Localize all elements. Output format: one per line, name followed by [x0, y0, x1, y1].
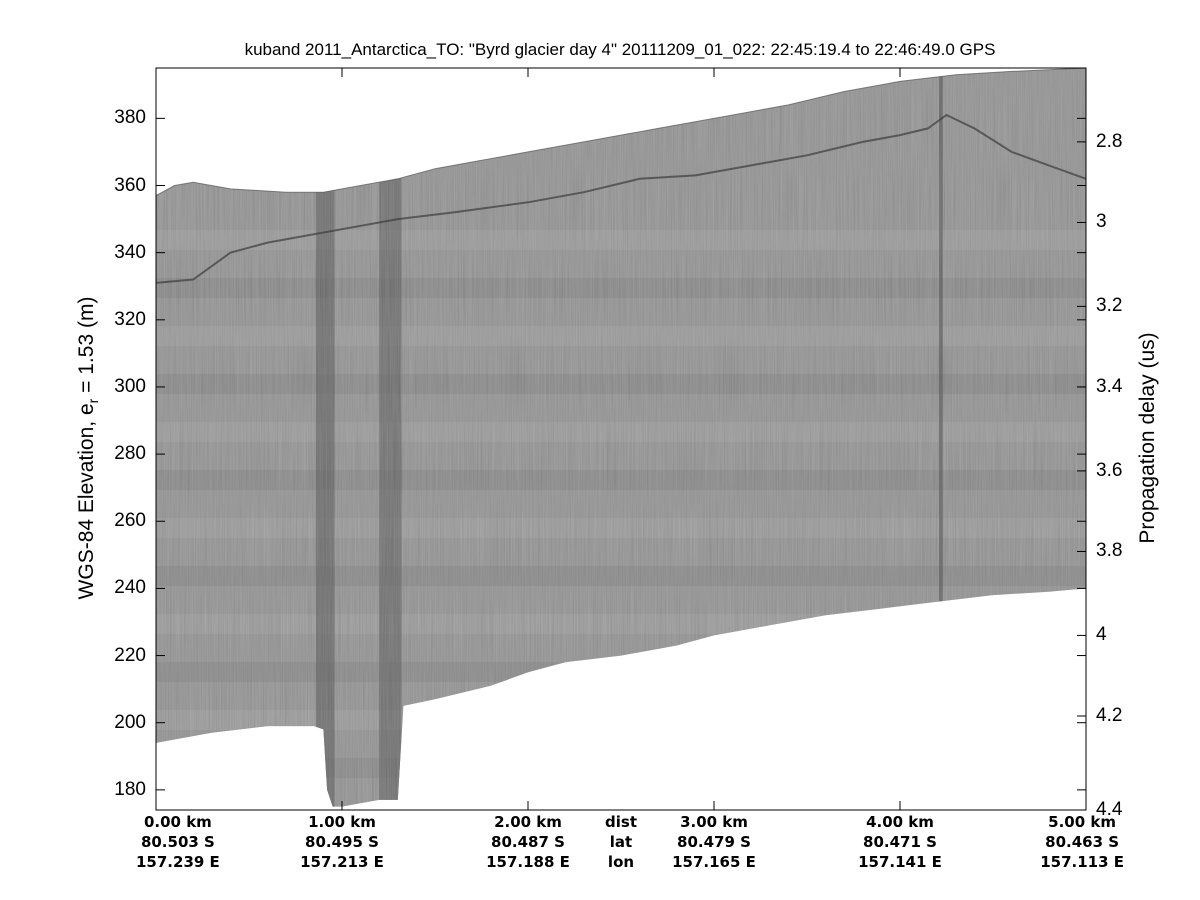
- x-tick-label: 3.00 km 80.479 S 157.165 E: [672, 812, 756, 872]
- y2-tick-label: 4.4: [1096, 799, 1123, 820]
- y2-tick-label: 2.8: [1096, 130, 1123, 152]
- chart-title: kuband 2011_Antarctica_TO: "Byrd glacier…: [244, 40, 996, 59]
- surface-line: [155, 67, 1087, 197]
- x-tick-label: 4.00 km 80.471 S 157.141 E: [858, 812, 942, 872]
- y-tick-label: 380: [114, 107, 146, 129]
- x-tick-dist: 5.00 km: [1048, 813, 1117, 831]
- x-tick-dist: 3.00 km: [680, 813, 748, 831]
- y2-tick-label: 3.6: [1096, 459, 1123, 481]
- y-tick-label: 260: [114, 510, 146, 532]
- y-tick-label: 340: [114, 241, 146, 263]
- y2-tick-label: 4.2: [1096, 704, 1123, 726]
- x-tick-label: 1.00 km 80.495 S 157.213 E: [300, 812, 384, 872]
- x-tick-dist: 0.00 km: [143, 813, 212, 831]
- axis-ticks: [155, 68, 1087, 811]
- echogram-layers: [155, 67, 1087, 284]
- x-tick-lon: 157.141 E: [858, 853, 942, 871]
- x-tick-lat: 80.463 S: [1045, 833, 1120, 851]
- x-tick-lat: 80.503 S: [140, 833, 215, 851]
- y-tick-label: 240: [114, 577, 146, 599]
- y-axis-label-suffix: = 1.53 (m): [74, 296, 98, 399]
- y-tick-label: 200: [114, 711, 146, 733]
- y-tick-label: 220: [114, 644, 146, 666]
- y-axis-label-text: WGS-84 Elevation, e: [74, 403, 98, 600]
- y2-tick-label: 3.4: [1096, 375, 1123, 397]
- plot-axes-frame: [155, 67, 1087, 811]
- y2-tick-label: 3.8: [1096, 540, 1123, 562]
- internal-layer-line: [155, 113, 1087, 284]
- x-tick-lon: 157.213 E: [300, 853, 384, 871]
- y-tick-label: 320: [114, 308, 146, 330]
- x-tick-lon: lon: [607, 853, 635, 871]
- x-tick-dist: dist: [605, 813, 637, 831]
- x-tick-dist: 2.00 km: [494, 813, 562, 831]
- y-tick-label: 300: [114, 375, 146, 397]
- y-axis-label-subscript: r: [85, 398, 102, 404]
- y-tick-label: 180: [114, 778, 146, 800]
- x-tick-lat: 80.471 S: [863, 833, 937, 851]
- x-tick-dist: 4.00 km: [866, 813, 934, 831]
- x-tick-lat: 80.487 S: [491, 833, 565, 851]
- x-tick-label: 2.00 km 80.487 S 157.188 E: [486, 812, 570, 872]
- y2-tick-label: 3: [1096, 211, 1107, 233]
- x-tick-lat: lat: [609, 833, 633, 851]
- x-tick-lon: 157.113 E: [1040, 853, 1124, 871]
- y-tick-label: 360: [114, 174, 146, 196]
- x-tick-label: dist lat lon: [605, 812, 637, 872]
- x-tick-lon: 157.165 E: [672, 853, 756, 871]
- x-tick-dist: 1.00 km: [308, 813, 376, 831]
- y2-tick-label: 3.2: [1096, 295, 1123, 317]
- y-tick-label: 280: [114, 443, 146, 465]
- x-tick-lat: 80.495 S: [305, 833, 379, 851]
- echogram-band: [156, 758, 1086, 778]
- x-tick-lat: 80.479 S: [677, 833, 751, 851]
- y-axis-label-right: Propagation delay (us): [1136, 332, 1159, 544]
- x-tick-lon: 157.188 E: [486, 853, 570, 871]
- x-tick-label: 0.00 km 80.503 S 157.239 E: [136, 812, 220, 872]
- y2-tick-label: 4: [1096, 624, 1107, 646]
- x-tick-lon: 157.239 E: [136, 853, 220, 871]
- x-tick-label: 5.00 km 80.463 S 157.113 E: [1040, 812, 1124, 872]
